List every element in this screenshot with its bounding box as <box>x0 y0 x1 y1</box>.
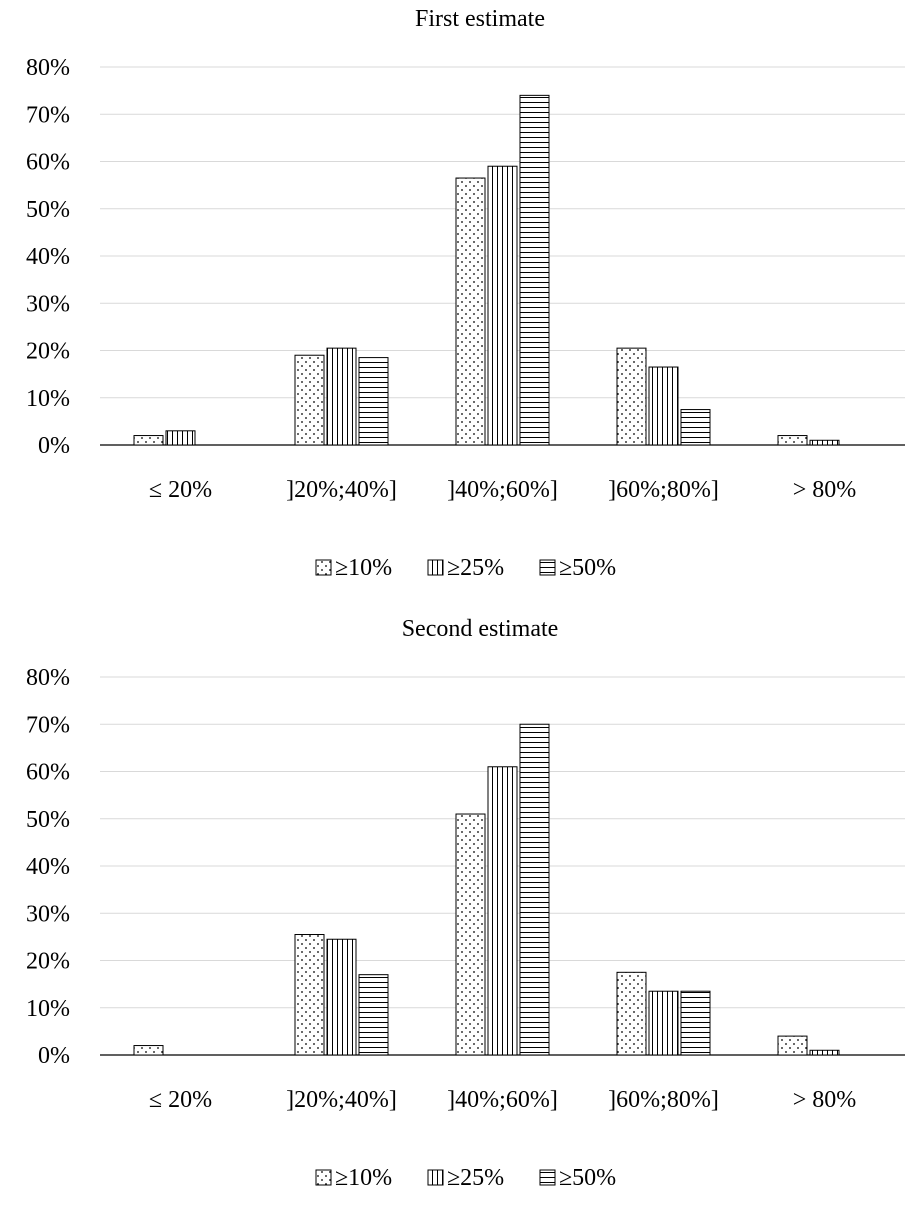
bar <box>809 439 840 446</box>
x-tick-label: ]20%;40%] <box>286 1087 397 1113</box>
legend-label: ≥25% <box>447 555 504 581</box>
y-tick-label: 0% <box>38 1043 70 1069</box>
legend-swatch <box>315 1169 332 1186</box>
y-tick-label: 50% <box>26 197 70 223</box>
bar <box>616 971 647 1056</box>
y-tick-label: 60% <box>26 760 70 786</box>
second-estimate-chart: Second estimate 0% 10% 20% 30% 40% 50% 60% 70% 80… <box>0 610 915 1210</box>
first-estimate-chart-svg: First estimate 0% 10% 20% 30% 40% 50% 60% 70% 80%… <box>26 6 905 581</box>
bar <box>455 177 486 446</box>
legend-swatch <box>427 559 444 576</box>
y-tick-label: 80% <box>26 665 70 691</box>
bar <box>133 1045 164 1056</box>
y-tick-label: 70% <box>26 102 70 128</box>
bar <box>487 165 518 446</box>
bar <box>455 813 486 1056</box>
x-tick-label: ≤ 20% <box>149 1087 212 1113</box>
bar <box>777 435 808 446</box>
legend-swatch <box>539 559 556 576</box>
bar <box>809 1049 840 1056</box>
y-tick-label: 0% <box>38 433 70 459</box>
x-tick-label: ≤ 20% <box>149 477 212 503</box>
legend-swatch <box>427 1169 444 1186</box>
bar <box>616 347 647 446</box>
bar <box>519 723 550 1056</box>
first-estimate-chart: First estimate 0% 10% 20% 30% 40% 50% 60% 70% 80%… <box>0 0 915 600</box>
legend-swatch <box>315 559 332 576</box>
y-tick-label: 60% <box>26 150 70 176</box>
x-tick-label: > 80% <box>793 1087 857 1113</box>
bar <box>680 409 711 446</box>
chart-title: First estimate <box>415 6 545 32</box>
y-tick-label: 20% <box>26 339 70 365</box>
y-tick-label: 50% <box>26 807 70 833</box>
bar <box>294 354 325 446</box>
y-tick-label: 80% <box>26 55 70 81</box>
bar <box>648 366 679 446</box>
legend-swatch <box>539 1169 556 1186</box>
x-tick-label: ]60%;80%] <box>608 1087 719 1113</box>
y-tick-label: 40% <box>26 244 70 270</box>
bar <box>165 430 196 446</box>
bar <box>358 974 389 1056</box>
legend-label: ≥10% <box>335 555 392 581</box>
legend-label: ≥50% <box>559 555 616 581</box>
y-tick-label: 10% <box>26 996 70 1022</box>
second-estimate-chart-svg: Second estimate 0% 10% 20% 30% 40% 50% 60% 70% 80… <box>26 616 905 1191</box>
bar <box>680 990 711 1056</box>
chart-title: Second estimate <box>402 616 559 642</box>
bar <box>519 94 550 446</box>
bar <box>133 435 164 446</box>
x-tick-label: ]60%;80%] <box>608 477 719 503</box>
bar <box>326 938 357 1056</box>
legend-label: ≥25% <box>447 1165 504 1191</box>
y-tick-label: 40% <box>26 854 70 880</box>
legend-label: ≥50% <box>559 1165 616 1191</box>
y-tick-label: 20% <box>26 949 70 975</box>
x-tick-label: ]20%;40%] <box>286 477 397 503</box>
bar <box>648 990 679 1056</box>
y-tick-label: 30% <box>26 291 70 317</box>
y-tick-label: 70% <box>26 712 70 738</box>
x-tick-label: ]40%;60%] <box>447 1087 558 1113</box>
x-tick-label: ]40%;60%] <box>447 477 558 503</box>
bar <box>777 1035 808 1056</box>
y-tick-label: 30% <box>26 901 70 927</box>
y-tick-label: 10% <box>26 386 70 412</box>
x-tick-label: > 80% <box>793 477 857 503</box>
legend-label: ≥10% <box>335 1165 392 1191</box>
bar <box>487 766 518 1056</box>
bar <box>294 934 325 1056</box>
bar <box>358 357 389 446</box>
bar <box>326 347 357 446</box>
